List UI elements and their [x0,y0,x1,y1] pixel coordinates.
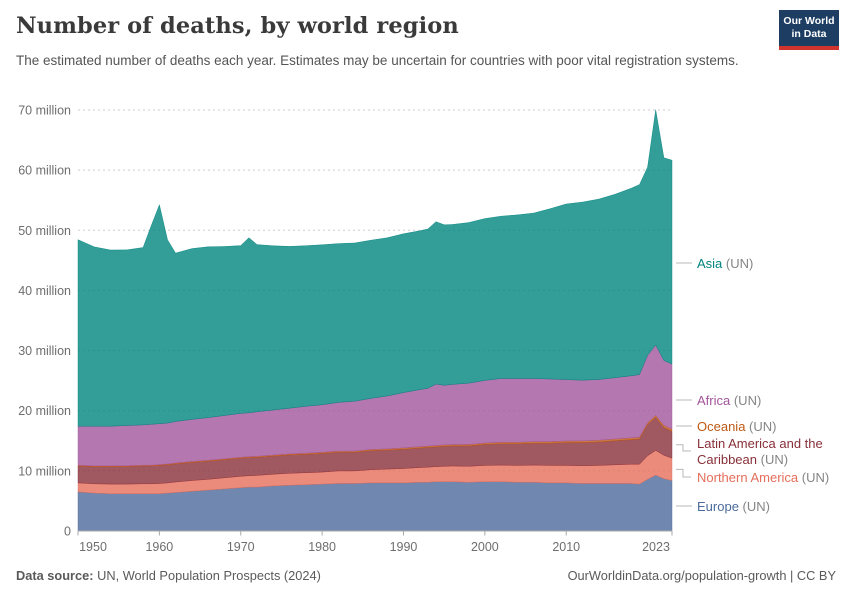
data-source: Data source: UN, World Population Prospe… [16,568,321,583]
page-title: Number of deaths, by world region [16,13,459,39]
legend-label-latin_america: Latin America and the Caribbean [697,436,823,467]
y-tick-label: 0 [64,525,71,539]
legend-label-northern_america: Northern America [697,470,799,485]
y-tick-label: 20 million [18,404,71,418]
data-source-text: UN, World Population Prospects (2024) [97,568,321,583]
legend-connector-northern_america [676,468,691,478]
legend-label-oceania: Oceania [697,419,746,434]
legend-item-asia[interactable]: Asia (UN) [697,256,847,272]
x-tick-label: 1950 [79,540,107,554]
chart-subtitle: The estimated number of deaths each year… [16,53,739,68]
x-tick-label: 1990 [390,540,418,554]
y-tick-label: 70 million [18,104,71,118]
legend-item-latin_america[interactable]: Latin America and the Caribbean (UN) [697,436,825,467]
owid-logo[interactable]: Our World in Data [779,10,839,50]
legend-label-europe: Europe [697,499,739,514]
footer-link[interactable]: OurWorldinData.org/population-growth | C… [567,568,836,583]
legend-item-northern_america[interactable]: Northern America (UN) [697,470,847,486]
chart-legend: Asia (UN) Africa (UN) Oceania (UN) Latin Am… [697,0,850,600]
legend-suffix-northern_america: (UN) [798,470,830,485]
legend-suffix-africa: (UN) [730,393,762,408]
legend-suffix-latin_america: (UN) [757,451,789,467]
legend-item-europe[interactable]: Europe (UN) [697,499,847,515]
x-tick-label: 1980 [308,540,336,554]
x-tick-label: 2023 [642,540,670,554]
y-tick-label: 40 million [18,284,71,298]
x-tick-label: 1960 [145,540,173,554]
x-tick-label: 2000 [471,540,499,554]
owid-logo-line1: Our World [783,14,835,27]
legend-item-oceania[interactable]: Oceania (UN) [697,419,847,435]
chart-footer: Data source: UN, World Population Prospe… [16,568,836,583]
x-tick-label: 1970 [227,540,255,554]
x-tick-label: 2010 [552,540,580,554]
owid-logo-box: Our World in Data [779,10,839,46]
legend-suffix-europe: (UN) [738,499,770,514]
y-tick-label: 60 million [18,164,71,178]
area-asia[interactable] [77,109,673,427]
y-tick-label: 10 million [18,464,71,478]
owid-logo-stripe [779,46,839,50]
legend-connector-latin_america [676,444,691,452]
legend-label-africa: Africa [697,393,731,408]
y-tick-label: 30 million [18,344,71,358]
legend-suffix-asia: (UN) [722,256,754,271]
legend-label-asia: Asia [697,256,723,271]
owid-logo-line2: in Data [791,28,827,40]
data-source-label: Data source: [16,568,94,583]
y-tick-label: 50 million [18,224,71,238]
legend-item-africa[interactable]: Africa (UN) [697,393,847,409]
legend-suffix-oceania: (UN) [745,419,777,434]
